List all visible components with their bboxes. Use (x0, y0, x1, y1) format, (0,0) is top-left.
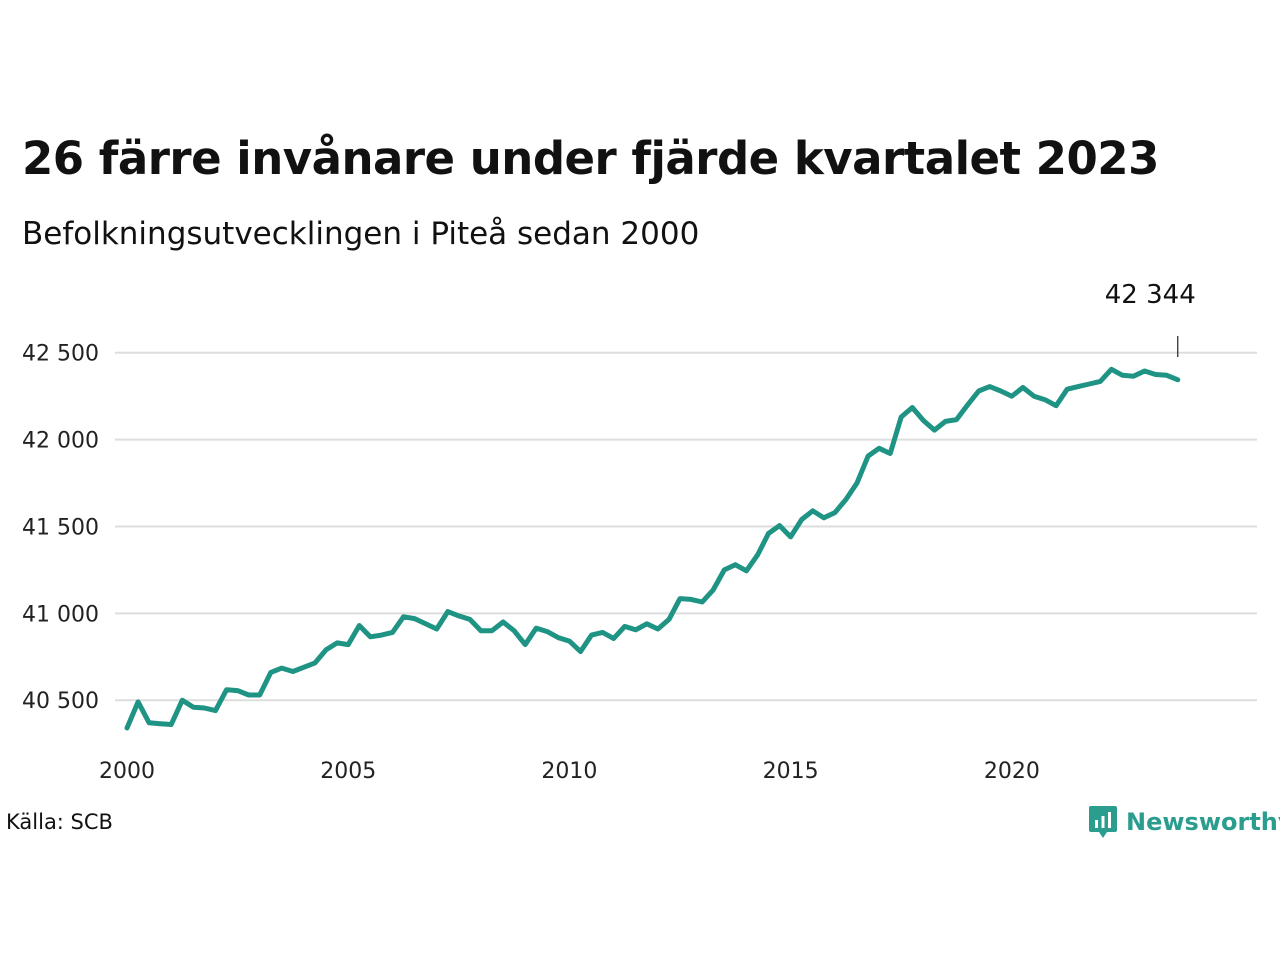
source-note: Källa: SCB (6, 810, 113, 834)
series-line (124, 366, 1181, 731)
newsworthy-logo[interactable]: Newsworthy (1088, 804, 1280, 840)
end-value-label: 42 344 (1105, 280, 1196, 310)
x-tick-label: 2000 (99, 759, 155, 784)
y-tick-label: 42 000 (22, 429, 99, 454)
x-tick-label: 2005 (320, 759, 376, 784)
y-tick-label: 41 500 (22, 515, 99, 540)
chart-title: 26 färre invånare under fjärde kvartalet… (22, 132, 1159, 185)
y-tick-label: 40 500 (22, 689, 99, 714)
x-tick-label: 2015 (763, 759, 819, 784)
brand-name: Newsworthy (1126, 808, 1280, 836)
y-tick-label: 41 000 (22, 602, 99, 627)
x-tick-label: 2010 (541, 759, 597, 784)
chart-subtitle: Befolkningsutvecklingen i Piteå sedan 20… (22, 216, 700, 252)
y-tick-label: 42 500 (22, 342, 99, 367)
bar-chart-speech-bubble-icon (1089, 806, 1117, 838)
x-tick-label: 2020 (984, 759, 1040, 784)
